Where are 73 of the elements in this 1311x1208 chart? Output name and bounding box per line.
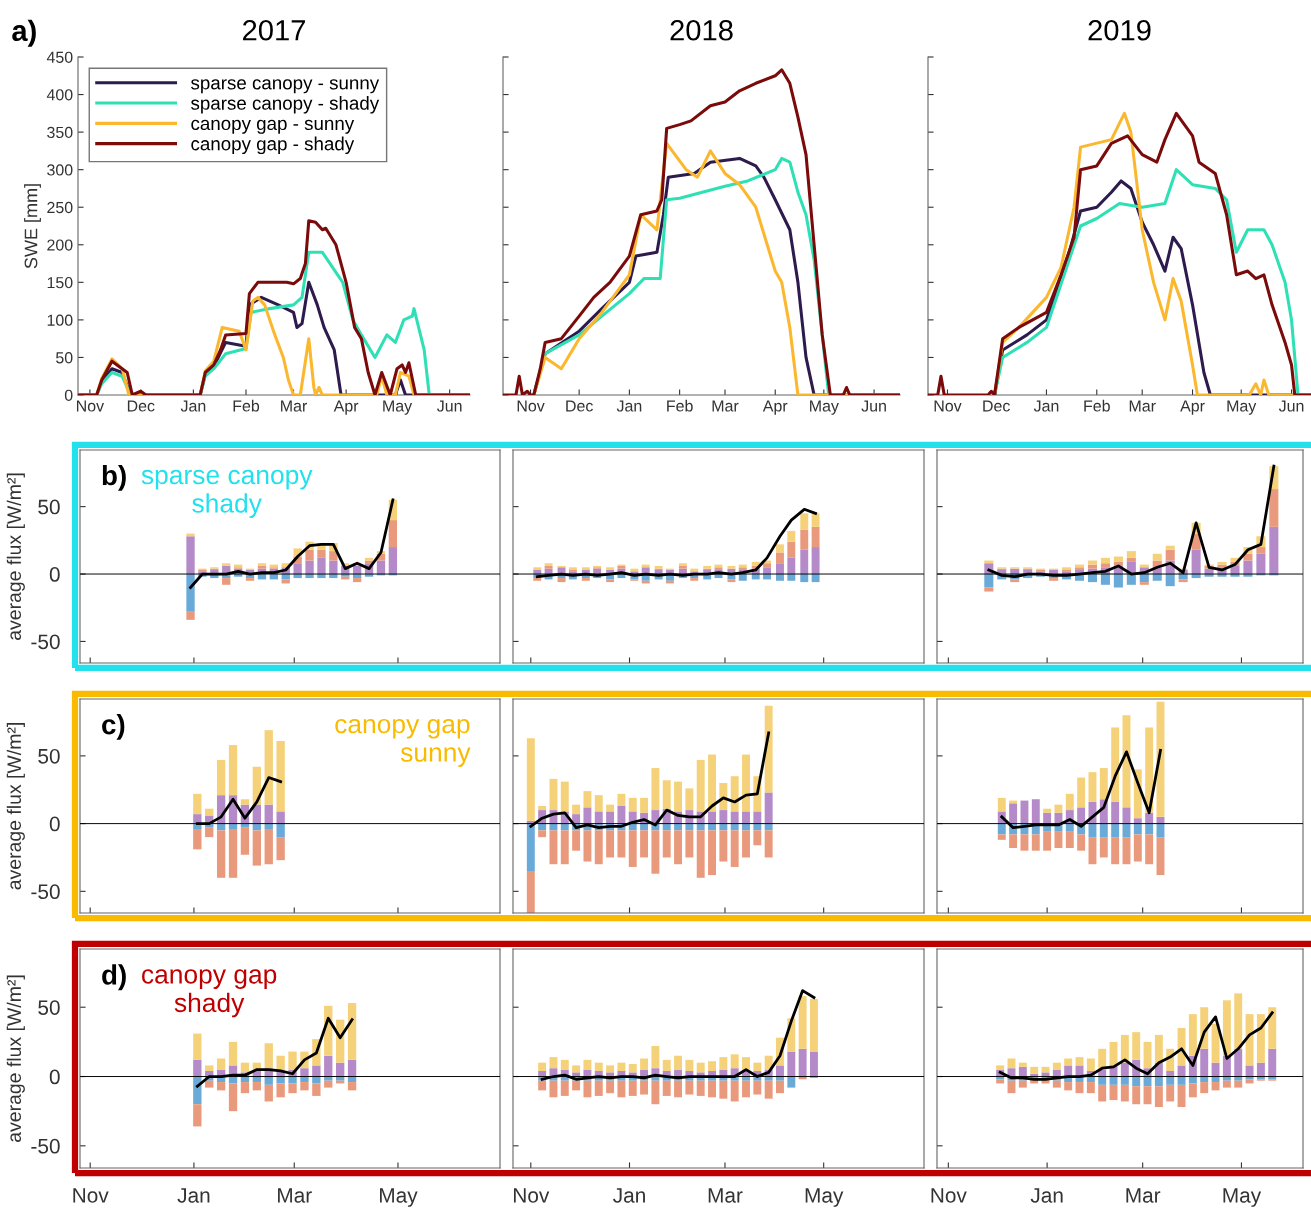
x-tick-label: May	[810, 400, 839, 415]
legend-label: sparse canopy - shady	[191, 96, 380, 114]
x-tick-label: May	[805, 1188, 844, 1207]
y-tick-label: 50	[38, 1000, 60, 1015]
x-tick-label: Jan	[616, 400, 642, 412]
x-tick-label: May	[380, 1188, 418, 1207]
y-tick-label: -50	[31, 884, 60, 900]
text: a)	[12, 19, 36, 47]
x-tick-label: Mar	[712, 400, 739, 412]
annotation: d)	[102, 964, 126, 991]
y-tick-label: 150	[47, 276, 73, 289]
y-tick-label: 250	[47, 201, 73, 214]
y-tick-label: -50	[31, 634, 60, 650]
legend-label: canopy gap - sunny	[191, 119, 355, 134]
x-tick-label: May	[383, 400, 413, 415]
y-tick-label: 50	[38, 748, 60, 764]
y-tick-label: 0	[49, 1069, 60, 1085]
annotation: c)	[102, 713, 125, 740]
y-tick-label: 0	[49, 816, 60, 832]
x-tick-label: Mar	[278, 1188, 312, 1203]
y-axis-title: SWE [mm]	[24, 184, 41, 269]
x-tick-label: Jun	[437, 400, 462, 412]
y-axis-title: average flux [W/m²]	[6, 473, 25, 640]
y-tick-label: 50	[56, 352, 73, 364]
x-tick-label: Nov	[513, 1188, 550, 1203]
x-tick-label: Jan	[1033, 400, 1059, 412]
y-tick-label: 450	[46, 51, 73, 63]
x-tick-label: Nov	[934, 400, 962, 412]
y-axis-title: average flux [W/m²]	[6, 723, 25, 890]
x-tick-label: May	[1227, 400, 1257, 415]
x-tick-label: Jan	[1030, 1188, 1063, 1203]
x-tick-label: Apr	[762, 400, 788, 415]
annotation: b)	[102, 464, 126, 491]
x-tick-label: Feb	[233, 399, 260, 412]
y-tick-label: 100	[47, 314, 73, 326]
x-tick-label: Jan	[177, 1188, 210, 1203]
x-tick-label: Nov	[517, 400, 545, 412]
x-tick-label: Dec	[127, 400, 155, 412]
x-tick-label: Mar	[281, 400, 307, 412]
y-tick-label: -50	[31, 1138, 60, 1154]
y-tick-label: 0	[49, 567, 60, 582]
y-tick-label: 200	[47, 239, 73, 251]
chart-title: 2017	[243, 19, 305, 41]
y-tick-label: 400	[46, 89, 73, 101]
chart-title: 2019	[1088, 19, 1151, 41]
x-tick-label: Jan	[613, 1188, 645, 1203]
y-tick-label: 50	[38, 499, 60, 515]
x-tick-label: Apr	[1180, 400, 1205, 415]
annotation: canopy gap shady	[142, 969, 277, 1018]
annotation: sparse canopy shady	[141, 469, 313, 518]
x-tick-label: Nov	[73, 1188, 109, 1203]
x-tick-label: Mar	[708, 1188, 743, 1203]
x-tick-label: Jan	[180, 400, 206, 412]
x-tick-label: Nov	[76, 400, 105, 412]
x-tick-label: Jun	[861, 400, 886, 412]
x-tick-label: Dec	[566, 400, 593, 412]
x-tick-label: Feb	[1084, 399, 1110, 412]
chart-title: 2018	[670, 19, 733, 41]
y-axis-title: average flux [W/m²]	[6, 975, 25, 1142]
y-tick-label: 0	[64, 389, 73, 401]
x-tick-label: Apr	[333, 400, 359, 415]
x-tick-label: Mar	[1126, 1188, 1161, 1203]
legend-label: canopy gap - shady	[191, 136, 355, 155]
x-tick-label: Dec	[983, 400, 1010, 412]
y-tick-label: 300	[47, 164, 73, 176]
y-tick-label: 350	[47, 126, 73, 139]
x-tick-label: Mar	[1129, 400, 1156, 412]
x-tick-label: Feb	[667, 399, 693, 412]
x-tick-label: Nov	[931, 1188, 967, 1203]
annotation: canopy gap sunny	[335, 718, 471, 767]
legend-label: sparse canopy - sunny	[191, 79, 380, 94]
x-tick-label: Jun	[1278, 400, 1304, 412]
x-tick-label: May	[1223, 1188, 1262, 1207]
